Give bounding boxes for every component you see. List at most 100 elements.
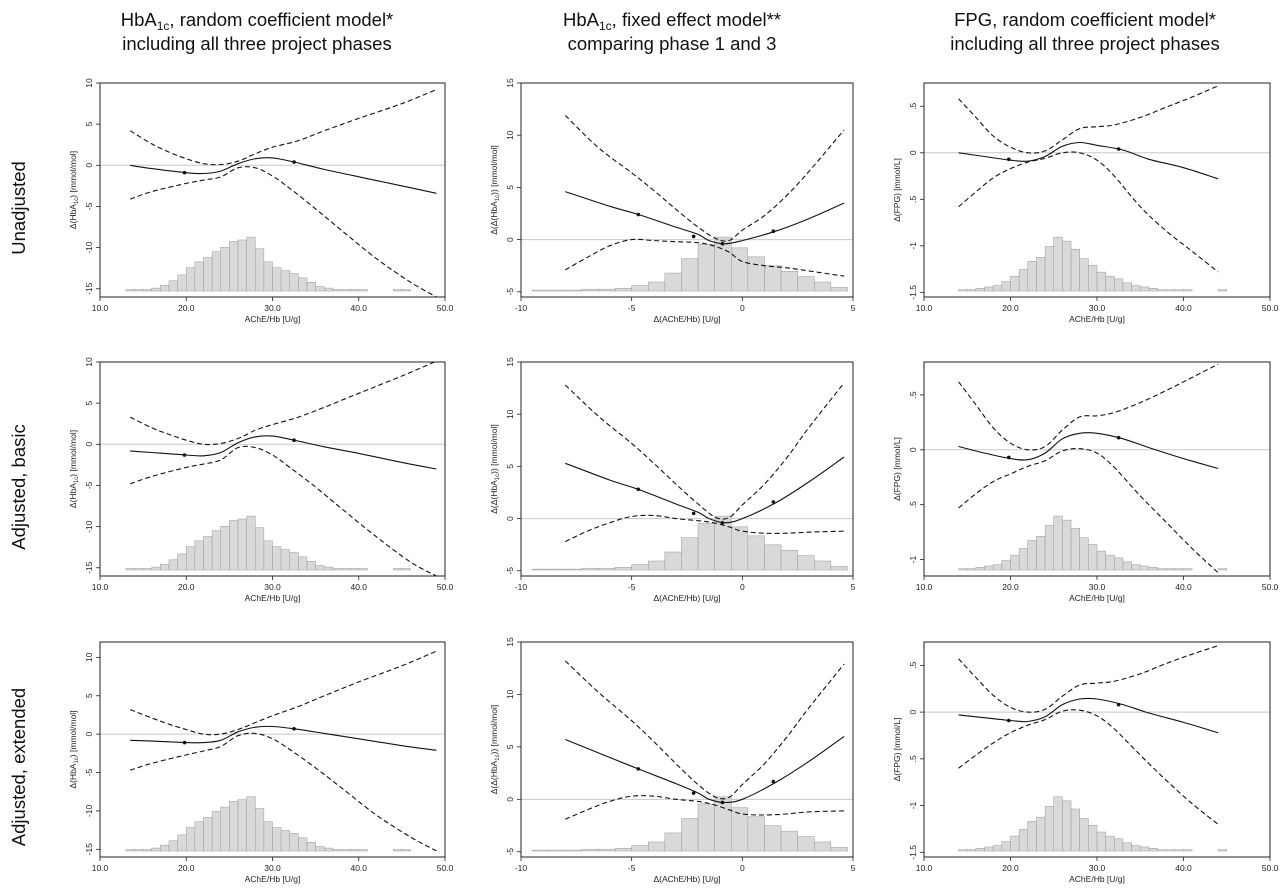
panel-3-hist-bar — [992, 285, 1003, 292]
panel-4-hist-bar — [134, 568, 144, 571]
panel-7-hist-bar — [298, 837, 308, 852]
panel-5-y-tick-label: 10 — [505, 409, 515, 419]
panel-7-hist-bar — [211, 811, 221, 852]
panel-6-hist-bar — [992, 564, 1003, 571]
panel-6-hist-bar — [1010, 554, 1020, 571]
panel-3-knot-point — [1006, 157, 1011, 162]
panel-6-hist-bar — [984, 565, 994, 571]
column-title-2-sub: 1c — [599, 19, 612, 33]
panel-4-hist-bar — [349, 568, 359, 571]
panel-6-hist-bar — [1157, 568, 1167, 571]
panel-6-hist-bar — [1027, 540, 1037, 571]
panel-2-hist-bar — [681, 258, 699, 292]
panel-1-hist-bar — [229, 241, 239, 292]
panel-3-hist-bar — [967, 289, 977, 292]
panel-8-knot-point — [771, 779, 776, 784]
panel-1-y-axis-label: Δ(HbA1c) [mmol/mol] — [68, 151, 80, 229]
panel-8-y-axis-label-a: Δ(Δ(HbA — [489, 760, 499, 794]
panel-3-x-tick-label: 50.0 — [1262, 303, 1279, 313]
panel-6-hist-bar — [1053, 515, 1063, 571]
panel-7-y-tick-label: 5 — [84, 693, 94, 698]
panel-7-hist-bar — [306, 841, 316, 852]
panel-7-hist-bar — [229, 800, 239, 852]
panel-7-y-axis-label-sub: 1c — [74, 757, 80, 763]
panel-4-hist-bar — [255, 527, 265, 571]
panel-8-y-axis-label-sub: 1c — [495, 754, 501, 760]
panel-3-hist-bar — [1131, 285, 1141, 292]
panel-7-hist-bar — [289, 833, 299, 852]
panel-5-hist-bar — [780, 549, 798, 571]
panel-6-hist-bar — [1096, 550, 1106, 571]
panel-5-x-tick-label: -5 — [628, 582, 636, 592]
panel-5-hist-bar — [664, 551, 682, 571]
panel-2-x-tick-label: 5 — [851, 303, 856, 313]
panel-1-ci-lower-line — [130, 166, 437, 297]
panel-7-ci-upper-line — [130, 650, 437, 736]
panel-1-hist-bar — [177, 274, 187, 292]
panel-7-hist-bar — [401, 849, 411, 852]
panel-4-hist-bar — [194, 540, 204, 571]
panel-6-hist-bar — [1131, 564, 1141, 571]
panel-6-plot-area — [924, 363, 1270, 574]
panel-4-knot-point — [182, 453, 187, 457]
row-label-adjusted-basic: Adjusted, basic — [8, 424, 29, 549]
panel-6-x-tick-label: 40.0 — [1175, 582, 1192, 592]
panel-6-hist-bar — [1044, 525, 1054, 571]
panel-8-hist-bar — [830, 847, 848, 852]
panel-1-hist-bar — [151, 287, 161, 292]
panel-8-y-tick-label: -5 — [505, 848, 515, 856]
panel-6-hist-bar — [1148, 567, 1158, 571]
panel-8-x-axis-label: Δ(AChE/Hb) [U/g] — [653, 874, 720, 884]
panel-9-x-tick-label: 50.0 — [1262, 863, 1279, 873]
panel-8-knot-point — [691, 791, 696, 795]
panel-1-hist-bar — [341, 289, 351, 292]
column-title-1: HbA1c, random coefficient model* includi… — [121, 9, 394, 54]
panel-1-hist-bar — [306, 282, 316, 292]
panel-9-fit-line — [958, 697, 1219, 734]
panel-1-hist-bar — [332, 289, 342, 292]
panel-7-hist-bar — [142, 849, 152, 852]
panel-5-y-axis-label-sub: 1c — [495, 474, 501, 480]
panel-4-y-tick-label: 0 — [84, 442, 94, 447]
panel-8-hist-bar — [531, 849, 549, 852]
panel-6-hist-bar — [1114, 557, 1124, 571]
panel-2-plot-area — [521, 115, 853, 292]
panel-8-plot-area — [521, 660, 853, 852]
panel-3-fit-line — [958, 141, 1219, 180]
panel-6-hist-bar — [1140, 565, 1150, 571]
panel-2-knot-point — [691, 234, 696, 239]
panel-3-hist-bar — [1217, 289, 1227, 292]
panel-5-fit-line — [565, 456, 845, 524]
panel-7-hist-bar — [151, 847, 161, 852]
panel-9-hist-bar — [967, 849, 977, 852]
panel-5-frame — [520, 361, 854, 577]
panel-1-hist-bar — [255, 248, 265, 292]
panel-3-frame — [923, 82, 1271, 298]
panel-2-hist-bar — [814, 281, 832, 292]
panel-7-hist-bar — [324, 847, 334, 852]
panel-4-x-axis-label: AChE/Hb [U/g] — [245, 593, 301, 603]
panel-9-hist-bar — [958, 849, 968, 852]
panel-7-hist-bar — [358, 849, 368, 852]
panel-1-y-tick-label: -5 — [84, 202, 94, 210]
panel-8-hist-bar — [681, 818, 699, 852]
panel-6-hist-bar — [1079, 537, 1089, 571]
panel-3-hist-bar — [1053, 236, 1063, 292]
panel-1-hist-bar — [280, 270, 290, 292]
panel-2-x-tick-label: -10 — [515, 303, 528, 313]
panel-4-fit-line — [130, 435, 437, 470]
panel-5-x-tick-label: 0 — [740, 582, 745, 592]
panel-1-hist-bar — [315, 286, 325, 292]
panel-8-hist-bar — [548, 849, 566, 852]
panel-4-hist-bar — [125, 568, 135, 571]
panel-8-fit-line — [565, 735, 845, 804]
panel-3-hist-bar — [1183, 289, 1193, 292]
column-title-2-rest: , fixed effect model** — [612, 9, 781, 30]
panel-6-y-tick-label: .5 — [908, 501, 918, 508]
panel-4-hist-bar — [168, 559, 178, 571]
panel-6-ci-upper-line — [958, 363, 1219, 451]
panel-8-x-tick-label: -10 — [515, 863, 528, 873]
panel-4-x-tick-label: 50.0 — [437, 582, 454, 592]
panel-1: 10.0 20.0 30.0 40.0 50.0 -15 -10 -5 0 5 10 AChE/Hb … — [68, 78, 454, 324]
